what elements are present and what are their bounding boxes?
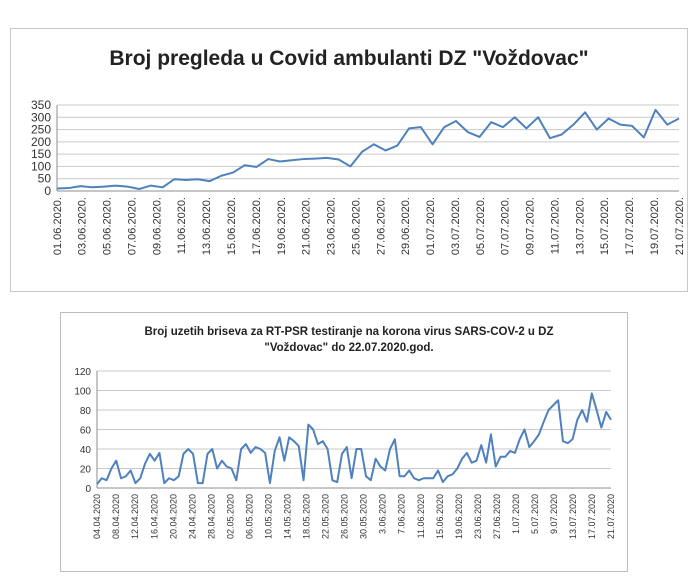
x-tick-label: 15.06.2020 [435,494,445,539]
y-tick-label: 40 [80,445,92,456]
y-tick-label: 120 [74,367,91,378]
x-tick-label: 19.06.2020 [454,494,464,539]
x-tick-label: 05.07.2020. [475,197,487,255]
x-tick-label: 25.06.2020. [350,197,362,255]
x-tick-label: 17.07.2020. [624,197,636,255]
x-tick-label: 21.06.2020. [301,197,313,255]
x-tick-label: 05.06.2020. [102,197,114,255]
x-tick-label: 27.06.2020 [492,494,502,539]
x-tick-label: 06.05.2020 [244,494,254,539]
x-tick-label: 11.06.2020 [416,494,426,538]
y-tick-label: 150 [31,147,51,161]
x-tick-label: 23.06.2020 [473,494,483,539]
chart-title-line-1: Broj uzetih briseva za RT-PSR testiranje… [145,326,554,338]
y-tick-label: 80 [80,406,92,417]
series-line [56,108,680,191]
x-tick-label: 03.07.2020. [450,197,462,255]
x-tick-label: 02.05.2020 [225,494,235,539]
x-tick-label: 14.05.2020 [283,494,293,539]
x-tick-label: 26.05.2020 [340,494,350,539]
x-tick-label: 20.04.2020 [168,494,178,539]
x-tick-label: 11.07.2020. [549,197,561,254]
chart-title-line-2: "Voždovac" do 22.07.2020.god. [264,342,433,354]
chart-panel-visits: Broj pregleda u Covid ambulanti DZ "Vožd… [10,28,688,292]
y-tick-label: 0 [85,484,91,495]
x-tick-label: 07.06.2020. [126,197,138,255]
x-tick-label: 07.07.2020. [500,197,512,255]
series-line [96,392,612,485]
y-tick-label: 200 [31,135,51,149]
y-tick-label: 20 [80,465,92,476]
x-tick-label: 15.06.2020. [226,197,238,255]
x-tick-label: 1.07.2020 [511,494,521,534]
chart-visits: Broj pregleda u Covid ambulanti DZ "Vožd… [31,47,686,255]
y-tick-label: 100 [31,159,51,173]
x-tick-label: 10.05.2020 [263,494,273,539]
x-tick-label: 3.06.2020 [378,494,388,534]
x-tick-label: 21.07.2020. [674,197,686,255]
x-tick-label: 09.06.2020. [151,197,163,255]
x-tick-label: 12.04.2020 [130,494,140,539]
chart-swabs: Broj uzetih briseva za RT-PSR testiranje… [74,326,616,539]
x-tick-label: 9.07.2020 [549,494,559,534]
x-tick-label: 21.07.2020 [606,494,616,539]
x-tick-label: 15.07.2020. [599,197,611,255]
x-tick-label: 28.04.2020 [206,494,216,539]
x-tick-label: 7.06.2020 [397,494,407,534]
x-tick-label: 30.05.2020 [359,494,369,539]
x-tick-label: 16.04.2020 [149,494,159,539]
y-tick-label: 250 [31,123,51,137]
x-tick-label: 09.07.2020. [525,197,537,255]
x-tick-label: 01.06.2020. [52,197,64,255]
x-tick-label: 5.07.2020 [530,494,540,534]
y-tick-label: 0 [44,184,51,198]
chart-title: Broj pregleda u Covid ambulanti DZ "Vožd… [109,47,588,70]
x-tick-label: 01.07.2020. [425,197,437,255]
chart-panel-swabs: Broj uzetih briseva za RT-PSR testiranje… [60,312,628,572]
x-tick-label: 11.06.2020. [176,197,188,254]
x-tick-label: 08.04.2020 [111,494,121,539]
x-tick-label: 03.06.2020. [77,197,89,255]
y-tick-label: 60 [80,426,92,437]
x-tick-label: 13.07.2020 [568,494,578,539]
x-tick-label: 19.06.2020. [276,197,288,255]
x-tick-label: 22.05.2020 [321,494,331,539]
y-tick-label: 300 [31,110,51,124]
x-tick-label: 18.05.2020 [302,494,312,539]
x-tick-label: 29.06.2020. [400,197,412,255]
x-tick-label: 17.07.2020 [587,494,597,539]
y-tick-label: 50 [38,172,52,186]
y-tick-label: 350 [31,98,51,112]
x-tick-label: 27.06.2020. [375,197,387,255]
x-tick-label: 04.04.2020 [92,494,102,539]
y-tick-label: 100 [74,387,91,398]
x-tick-label: 13.07.2020. [574,197,586,255]
x-tick-label: 19.07.2020. [649,197,661,255]
x-tick-label: 23.06.2020. [326,197,338,255]
x-tick-label: 17.06.2020. [251,197,263,255]
x-tick-label: 13.06.2020. [201,197,213,255]
x-tick-label: 24.04.2020 [187,494,197,539]
